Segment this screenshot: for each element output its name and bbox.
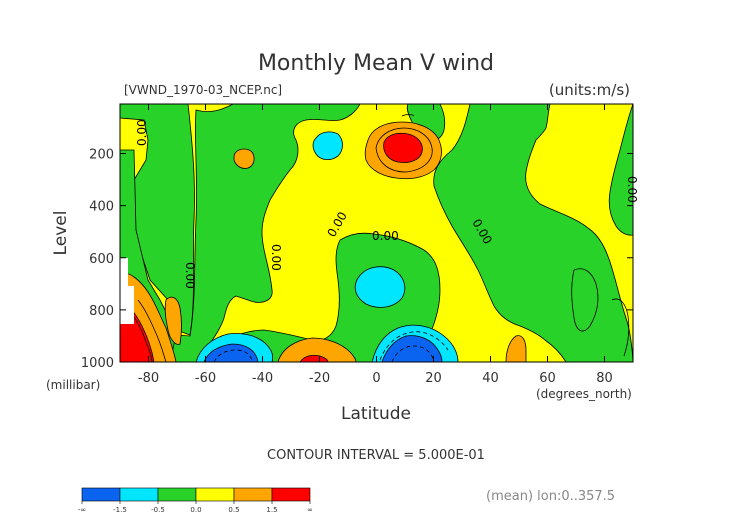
x-tick-label: -40 xyxy=(252,371,273,386)
x-tick-label: 20 xyxy=(425,371,442,386)
region-fill-red xyxy=(299,354,329,362)
y-axis-units: (millibar) xyxy=(46,378,100,392)
x-tick-label: 40 xyxy=(482,371,499,386)
y-tick-label: 200 xyxy=(89,148,114,163)
x-tick-label: -20 xyxy=(309,371,330,386)
colorbar-label: ∞ xyxy=(307,506,313,514)
units-label: (units:m/s) xyxy=(549,81,630,99)
region-fill-green xyxy=(169,104,361,362)
contour-line xyxy=(213,349,253,362)
y-axis-label: Level xyxy=(51,211,71,256)
contour-line xyxy=(375,127,433,173)
y-tick-label: 1000 xyxy=(81,356,114,371)
x-tick-label: -60 xyxy=(195,371,216,386)
contour-line xyxy=(137,299,167,362)
x-tick-label: -80 xyxy=(138,371,159,386)
contour-line xyxy=(127,309,153,362)
region-fill-cyan xyxy=(354,266,406,308)
file-label: [VWND_1970-03_NCEP.nc] xyxy=(124,83,282,97)
footer-text: (mean) lon:0..357.5 xyxy=(486,489,615,504)
contour-label: 0.00 xyxy=(135,119,149,146)
missing-data-region xyxy=(128,286,134,324)
y-tick-label: 400 xyxy=(89,200,114,215)
region-fill-orange xyxy=(505,335,527,362)
contour-line xyxy=(391,345,435,362)
contour-label: 0.00 xyxy=(625,176,639,203)
x-tick-label: 80 xyxy=(596,371,613,386)
y-axis: 200 400 600 800 1000 xyxy=(81,148,633,371)
colorbar-label: 1.5 xyxy=(266,506,277,514)
missing-data-region xyxy=(120,258,128,324)
x-axis-label: Latitude xyxy=(341,404,411,424)
contour-label: 0.00 xyxy=(372,229,399,243)
x-axis-units: (degrees_north) xyxy=(536,387,632,401)
x-tick-label: 0 xyxy=(372,371,380,386)
chart-title: Monthly Mean V wind xyxy=(258,51,494,76)
region-fill-green xyxy=(608,104,633,236)
colorbar: -∞ -1.5 -0.5 0.0 0.5 1.5 ∞ xyxy=(78,487,313,514)
y-tick-label: 800 xyxy=(89,304,114,319)
contour-line xyxy=(379,331,449,361)
colorbar-label: -∞ xyxy=(78,506,86,514)
contour-label: 0.00 xyxy=(269,244,283,271)
colorbar-label: -0.5 xyxy=(151,506,165,514)
colorbar-swatch xyxy=(157,487,197,502)
y-tick-label: 600 xyxy=(89,252,114,267)
colorbar-label: 0.5 xyxy=(228,506,239,514)
colorbar-swatch xyxy=(233,487,273,502)
region-fill-green xyxy=(571,268,599,332)
region-fill-orange xyxy=(277,337,357,362)
region-fill-orange xyxy=(164,296,182,345)
contour-line xyxy=(611,298,630,357)
region-fill-blue xyxy=(203,343,259,362)
colorbar-swatch xyxy=(271,487,311,502)
region-fill-orange xyxy=(233,148,255,169)
colorbar-label: -1.5 xyxy=(113,506,127,514)
colorbar-label: 0.0 xyxy=(190,506,201,514)
contour-line xyxy=(401,114,415,117)
region-fill-blue xyxy=(381,335,443,362)
contour-field xyxy=(120,104,633,362)
contour-label: 0.00 xyxy=(183,262,197,289)
colorbar-swatch xyxy=(119,487,159,502)
colorbar-swatch xyxy=(195,487,235,502)
region-fill-red xyxy=(383,132,423,163)
colorbar-swatch xyxy=(81,487,121,502)
x-axis: -80 -60 -40 -20 0 20 40 60 80 xyxy=(138,104,613,386)
x-tick-label: 60 xyxy=(539,371,556,386)
contour-interval-text: CONTOUR INTERVAL = 5.000E-01 xyxy=(267,448,485,463)
region-fill-cyan xyxy=(312,131,343,160)
